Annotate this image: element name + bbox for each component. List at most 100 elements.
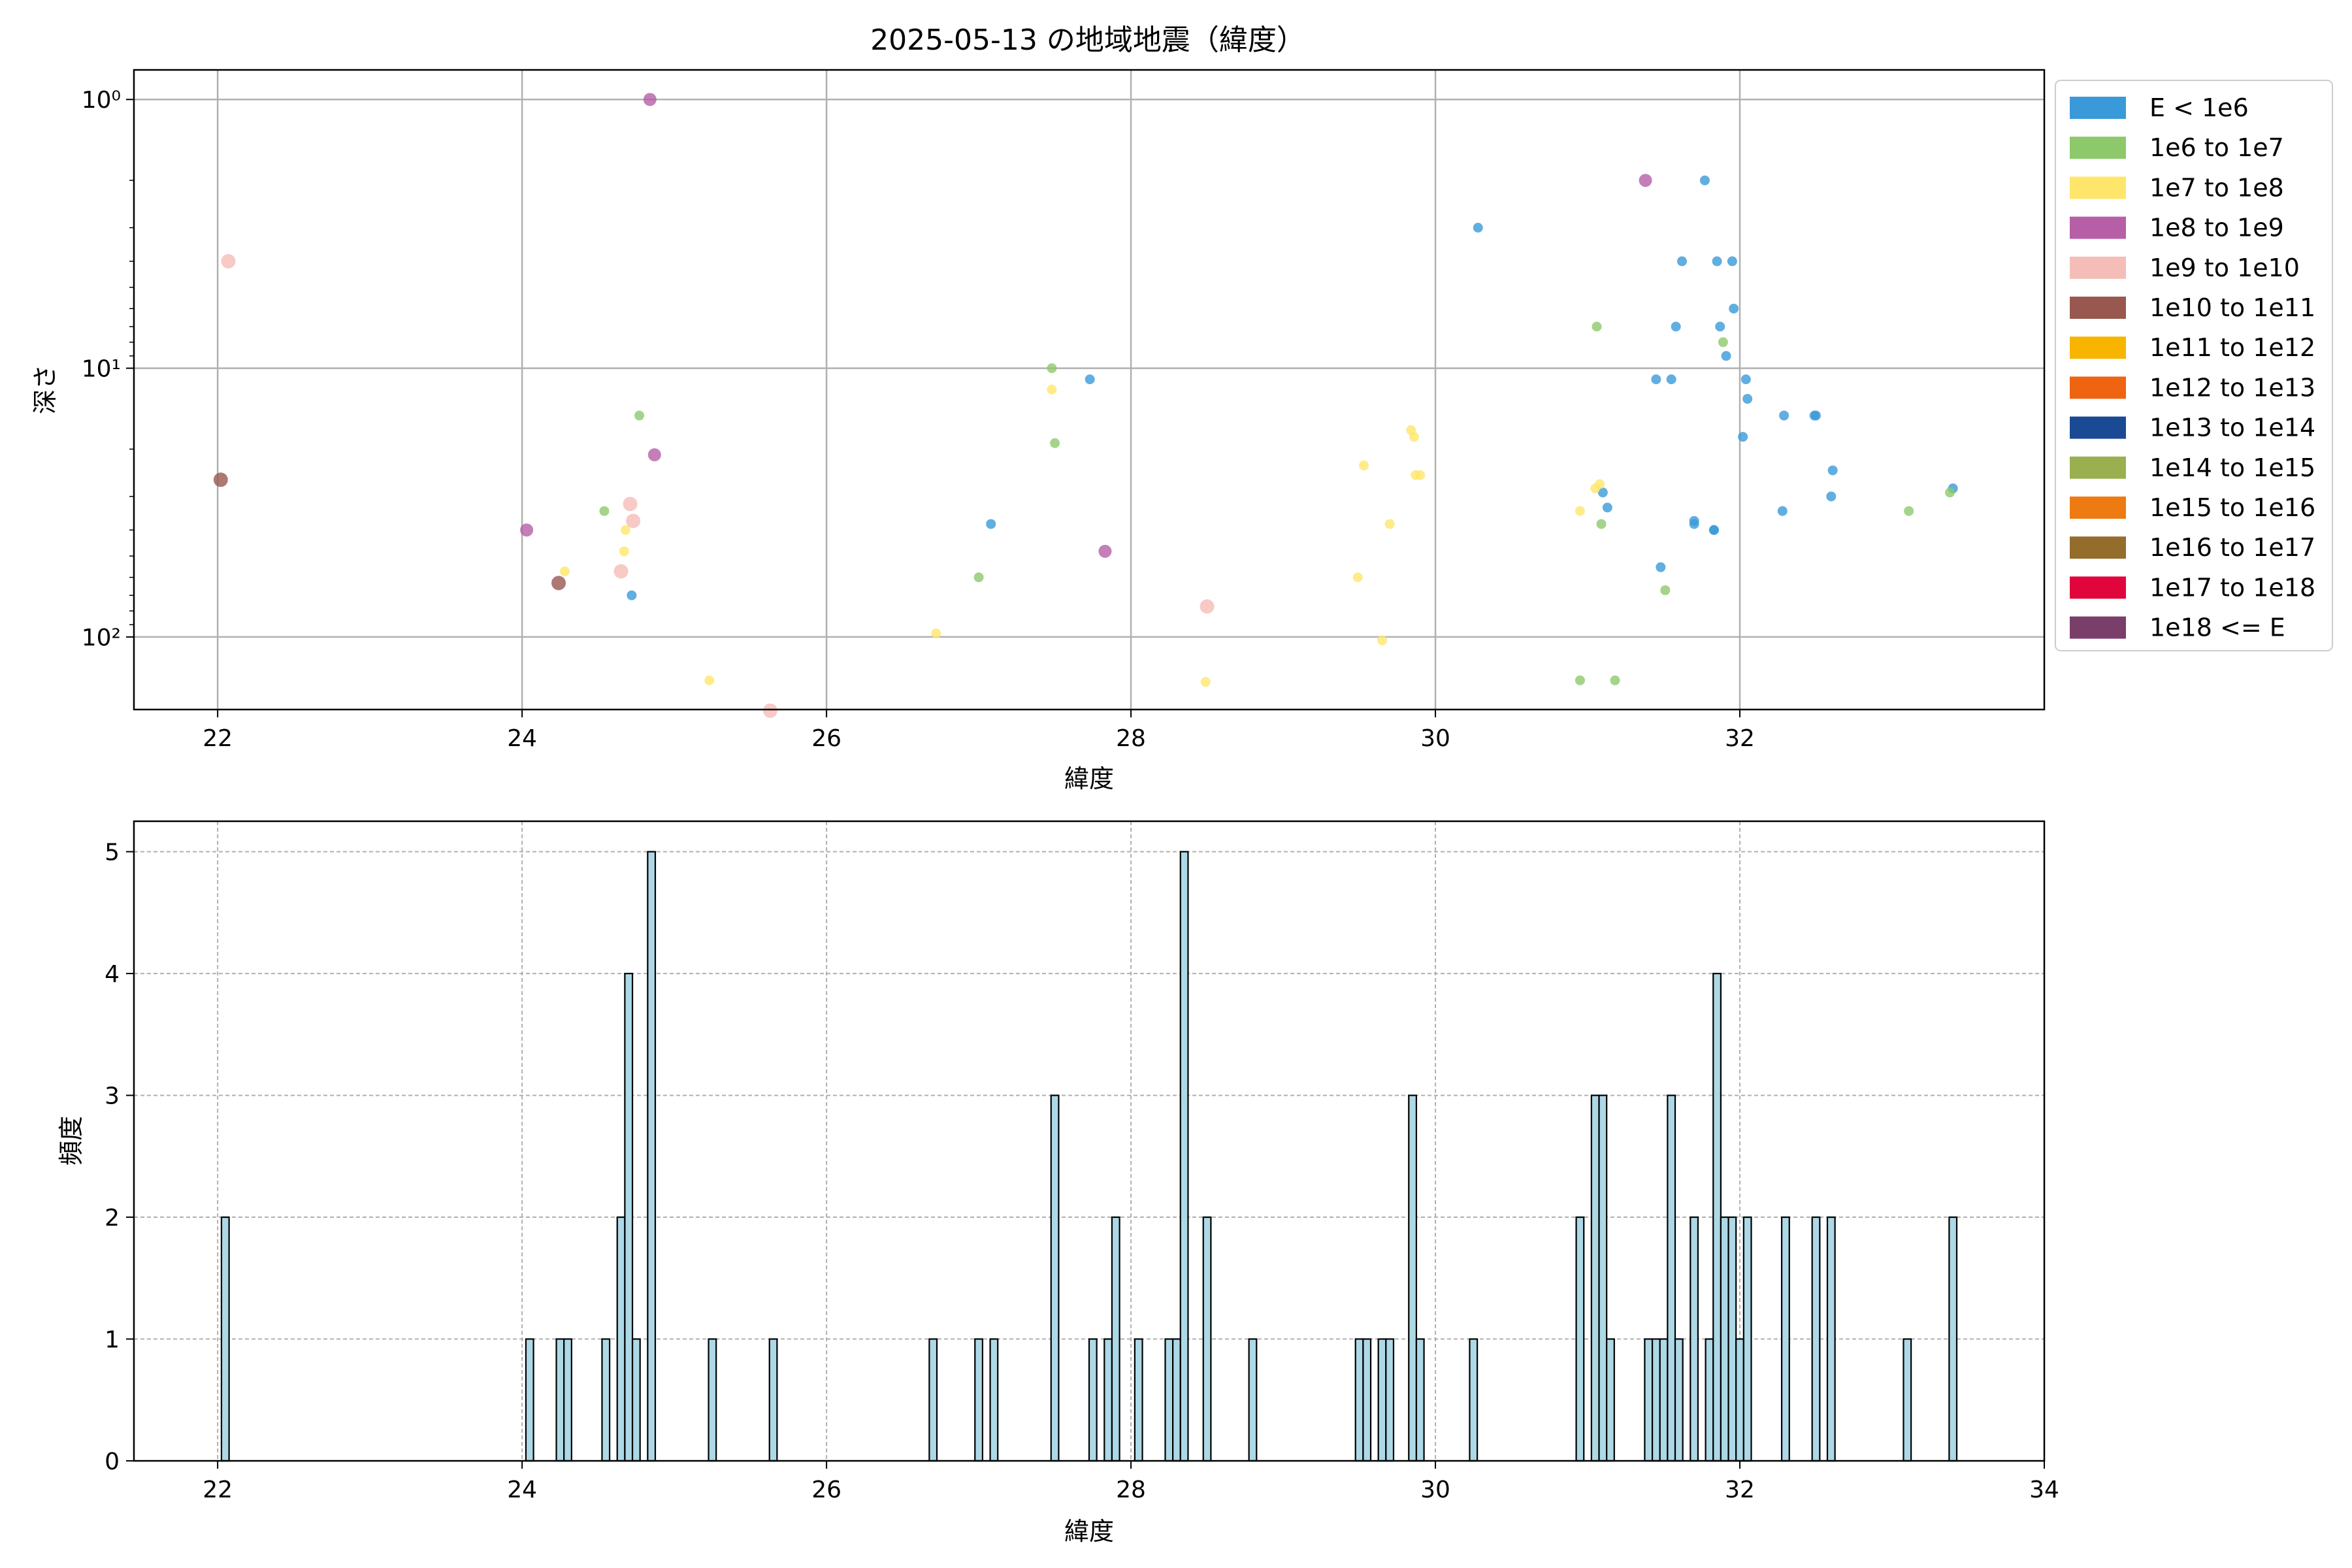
histogram-bar <box>1727 1216 1737 1462</box>
scatter-point <box>1200 599 1215 614</box>
scatter-point <box>1708 525 1719 535</box>
legend-label: 1e10 to 1e11 <box>2149 293 2315 322</box>
histogram-bar <box>1134 1338 1143 1462</box>
histogram-y-tick-label: 2 <box>105 1205 120 1232</box>
scatter-point <box>551 576 566 591</box>
scatter-point <box>627 590 637 600</box>
scatter-point <box>1050 438 1060 448</box>
histogram-x-tick-label: 22 <box>203 1477 233 1503</box>
scatter-point <box>1602 502 1612 513</box>
legend-swatch <box>2070 536 2126 559</box>
scatter-point <box>1715 321 1725 332</box>
histogram-bar <box>1644 1338 1654 1462</box>
scatter-point <box>973 572 984 583</box>
histogram-x-tick-label: 24 <box>507 1477 537 1503</box>
scatter-point <box>1676 256 1687 267</box>
histogram-bar <box>555 1338 565 1462</box>
histogram-bar <box>624 972 634 1462</box>
scatter-point <box>1200 677 1211 687</box>
scatter-point <box>626 514 641 529</box>
scatter-axes-frame <box>133 69 2046 711</box>
legend-swatch <box>2070 497 2126 519</box>
histogram-bar <box>1826 1216 1836 1462</box>
histogram-x-tick-label: 26 <box>811 1477 841 1503</box>
scatter-y-tick-label: 10² <box>82 625 121 651</box>
legend-swatch <box>2070 416 2126 439</box>
legend-label: 1e12 to 1e13 <box>2149 373 2315 402</box>
scatter-point <box>619 546 629 557</box>
scatter-point <box>559 566 570 577</box>
histogram-bar <box>1659 1338 1669 1462</box>
scatter-point <box>1596 519 1607 529</box>
histogram-bar <box>1202 1216 1212 1462</box>
histogram-bar <box>928 1338 938 1462</box>
legend-swatch <box>2070 256 2126 279</box>
scatter-point <box>1721 351 1731 361</box>
scatter-point <box>647 448 661 462</box>
scatter-x-tick-label: 32 <box>1725 725 1755 752</box>
scatter-point <box>1473 223 1483 233</box>
histogram-y-tick-label: 4 <box>105 961 120 988</box>
legend-swatch <box>2070 456 2126 479</box>
scatter-point <box>1779 410 1789 421</box>
scatter-panel: 22 24 26 28 30 32 10⁰ 10¹ 10² 緯度 深さ <box>31 69 2046 793</box>
histogram-bar <box>1690 1216 1699 1462</box>
histogram-bar <box>631 1338 641 1462</box>
scatter-point <box>1592 321 1602 332</box>
legend-label: 1e6 to 1e7 <box>2149 133 2284 162</box>
scatter-point <box>213 472 228 487</box>
histogram-bar <box>989 1338 999 1462</box>
scatter-point <box>623 497 638 512</box>
legend-label: 1e7 to 1e8 <box>2149 173 2284 202</box>
scatter-point <box>704 675 715 685</box>
histogram-bar <box>1742 1216 1752 1462</box>
histogram-bar <box>563 1338 572 1462</box>
legend-label: 1e8 to 1e9 <box>2149 214 2284 242</box>
legend-label: 1e17 to 1e18 <box>2149 573 2315 602</box>
histogram-bar <box>1354 1338 1364 1462</box>
histogram-bar <box>1903 1338 1912 1462</box>
scatter-point <box>1689 519 1699 529</box>
histogram-y-tick-label: 5 <box>105 840 120 866</box>
scatter-point <box>1777 506 1788 516</box>
scatter-point <box>1718 337 1728 348</box>
histogram-bar <box>1179 851 1189 1462</box>
legend: E < 1e6 1e6 to 1e7 1e7 to 1e8 1e8 to 1e9 1e9… <box>2055 80 2333 651</box>
scatter-point <box>931 628 941 638</box>
scatter-point <box>1352 572 1363 583</box>
scatter-x-tick-label: 24 <box>507 725 537 752</box>
scatter-point <box>221 253 236 269</box>
scatter-x-label: 緯度 <box>1064 764 1114 793</box>
scatter-point <box>1742 393 1753 404</box>
legend-swatch <box>2070 176 2126 199</box>
histogram-bar <box>1408 1094 1418 1462</box>
histogram-bar <box>601 1338 611 1462</box>
histogram-x-tick-label: 28 <box>1116 1477 1146 1503</box>
legend-swatch <box>2070 336 2126 359</box>
legend-swatch <box>2070 216 2126 239</box>
scatter-point <box>643 93 657 106</box>
histogram-bar <box>1712 972 1722 1462</box>
histogram-x-tick-label: 32 <box>1725 1477 1755 1503</box>
scatter-x-tick-label: 30 <box>1420 725 1450 752</box>
histogram-bar <box>1111 1216 1120 1462</box>
legend-swatch <box>2070 97 2126 119</box>
scatter-point <box>1945 487 1955 498</box>
scatter-point <box>762 703 777 718</box>
histogram-bar <box>1590 1094 1600 1462</box>
histogram-bar <box>1575 1216 1585 1462</box>
scatter-x-tick-label: 26 <box>811 725 841 752</box>
scatter-point <box>1085 374 1095 385</box>
scatter-point <box>1660 585 1671 595</box>
scatter-point <box>520 523 534 537</box>
histogram-bar <box>1780 1216 1790 1462</box>
histogram-bar <box>708 1338 717 1462</box>
histogram-bar <box>1050 1094 1060 1462</box>
histogram-bar <box>1606 1338 1615 1462</box>
histogram-bar <box>647 851 657 1462</box>
histogram-y-label: 頻度 <box>57 1116 86 1166</box>
histogram-bar <box>1469 1338 1478 1462</box>
histogram-bar <box>1088 1338 1098 1462</box>
scatter-point <box>1575 506 1585 516</box>
scatter-point <box>1575 675 1585 685</box>
